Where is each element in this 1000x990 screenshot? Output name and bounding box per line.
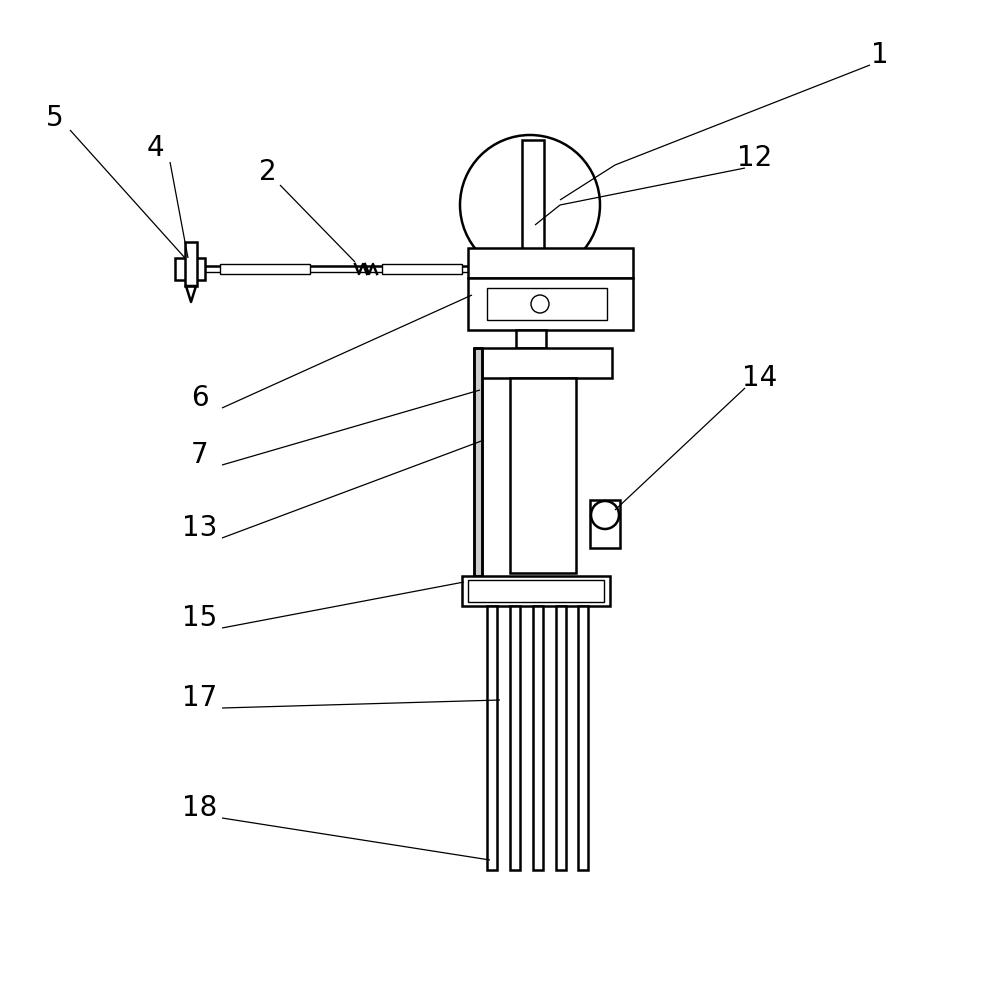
Bar: [185, 242, 197, 286]
Bar: [533, 606, 543, 870]
Bar: [487, 288, 607, 320]
Text: 15: 15: [182, 604, 218, 632]
Text: 17: 17: [182, 684, 218, 712]
Bar: [468, 278, 633, 330]
Text: 4: 4: [146, 134, 164, 162]
Text: 18: 18: [182, 794, 218, 822]
Text: 14: 14: [742, 364, 778, 392]
Bar: [510, 606, 520, 870]
Text: 6: 6: [191, 384, 209, 412]
Bar: [462, 576, 610, 606]
Bar: [522, 140, 544, 250]
Text: 5: 5: [46, 104, 64, 132]
Bar: [468, 248, 633, 278]
Circle shape: [460, 135, 600, 275]
Bar: [220, 264, 310, 274]
Bar: [474, 348, 482, 576]
Bar: [510, 378, 576, 573]
Bar: [556, 606, 566, 870]
Bar: [175, 258, 205, 280]
Circle shape: [591, 501, 619, 529]
Bar: [487, 606, 497, 870]
Bar: [578, 606, 588, 870]
Bar: [516, 330, 546, 348]
Text: 7: 7: [191, 441, 209, 469]
Bar: [590, 500, 620, 548]
Text: 1: 1: [871, 41, 889, 69]
Text: 13: 13: [182, 514, 218, 542]
Bar: [468, 580, 604, 602]
Bar: [382, 264, 462, 274]
Circle shape: [531, 295, 549, 313]
Text: 2: 2: [259, 158, 277, 186]
Bar: [474, 348, 612, 378]
Text: 12: 12: [737, 144, 773, 172]
